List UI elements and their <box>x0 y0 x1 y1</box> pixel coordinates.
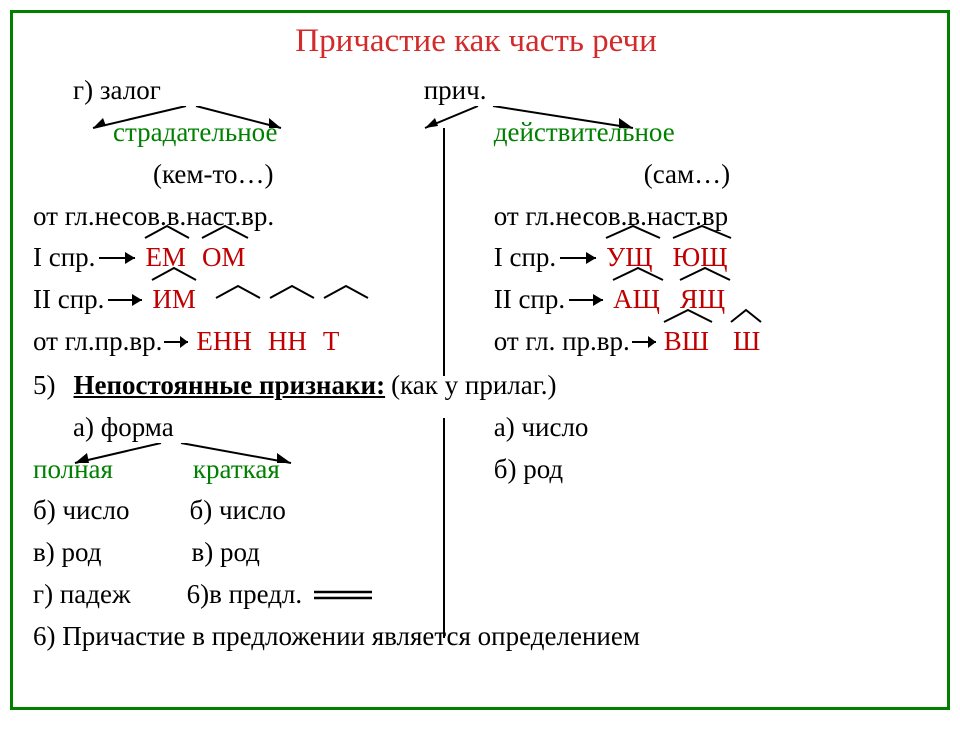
suffix-im: ИМ <box>152 279 196 321</box>
label-spr2-right: II спр. <box>494 279 565 321</box>
label-predl: 6)в предл. <box>187 574 303 616</box>
suffix-arc-icon <box>671 224 733 240</box>
suffix-vsh: ВШ <box>664 321 715 363</box>
label-sam: (сам…) <box>494 159 730 189</box>
row-5: 5) Непостоянные признаки: (как у прилаг.… <box>33 365 919 407</box>
suffix-arc-icon <box>729 308 763 324</box>
frame: Причастие как часть речи г) залог прич. … <box>10 10 950 710</box>
suffix-enn: ЕНН <box>196 321 258 363</box>
suffix-arc-icon <box>604 224 662 240</box>
row-padezh: г) падеж 6)в предл. <box>33 574 919 616</box>
suffix-arc-icon <box>611 266 665 282</box>
suffix-arc-icon <box>662 308 714 324</box>
label-rod-r: б) род <box>494 454 563 484</box>
label-zalog: залог <box>100 75 161 105</box>
label-chislo-2: б) число <box>189 490 285 532</box>
num-5: 5) <box>33 365 74 407</box>
row-conj-2: II спр. ИМ II спр. АЩ ЯЩ <box>33 279 919 321</box>
arrow-icon <box>556 248 606 268</box>
row-chislo: б) число б) число <box>33 490 919 532</box>
branch-zalog <box>81 106 291 134</box>
label-rod-2: в) род <box>191 532 259 574</box>
label-spr1-right: I спр. <box>494 237 556 279</box>
column-separator <box>443 128 445 376</box>
column-separator-2 <box>443 418 445 638</box>
suffix-arc-icon <box>678 266 732 282</box>
branch-prich <box>413 106 653 134</box>
label-rod-1: в) род <box>33 532 101 574</box>
arrow-icon <box>95 248 145 268</box>
row-rod: в) род в) род <box>33 532 919 574</box>
label-prich: прич. <box>424 75 487 105</box>
label-spr1-left: I спр. <box>33 237 95 279</box>
arrow-icon <box>630 332 664 352</box>
suffix-nn: НН <box>268 321 313 363</box>
suffix-arc-icon <box>268 284 316 300</box>
label-padezh: г) падеж <box>33 574 131 616</box>
row-past: от гл.пр.вр. ЕНН НН Т от гл. пр.вр. ВШ <box>33 321 919 363</box>
branch-forma <box>61 443 321 469</box>
label-as-adj: (как у прилаг.) <box>391 365 556 407</box>
suffix-arc-icon <box>200 224 250 240</box>
label-g: г) <box>33 75 100 105</box>
label-past-left: от гл.пр.вр. <box>33 321 162 363</box>
suffix-sh: Ш <box>733 321 760 363</box>
label-kem: (кем-то…) <box>33 159 273 189</box>
label-chislo-1: б) число <box>33 490 129 532</box>
label-past-right: от гл. пр.вр. <box>494 321 630 363</box>
page-title: Причастие как часть речи <box>33 23 919 60</box>
suffix-t: Т <box>323 321 340 363</box>
double-line-icon <box>314 588 374 602</box>
arrow-icon <box>565 290 613 310</box>
row-6: 6) Причастие в предложении является опре… <box>33 616 919 658</box>
arrow-icon <box>104 290 152 310</box>
arrow-icon <box>162 332 196 352</box>
suffix-arc-icon <box>143 224 191 240</box>
label-nonconst: Непостоянные признаки: <box>74 365 386 407</box>
label-chislo-r: а) число <box>494 412 589 442</box>
suffix-asch: АЩ <box>613 279 666 321</box>
label-forma: а) форма <box>33 412 174 442</box>
label-definition: 6) Причастие в предложении является опре… <box>33 616 640 658</box>
label-spr2-left: II спр. <box>33 279 104 321</box>
row-who: (кем-то…) (сам…) <box>33 154 919 196</box>
suffix-arc-icon <box>150 266 198 282</box>
suffix-arc-icon <box>214 284 262 300</box>
suffix-arc-icon <box>322 284 370 300</box>
suffix-om: ОМ <box>202 237 246 279</box>
